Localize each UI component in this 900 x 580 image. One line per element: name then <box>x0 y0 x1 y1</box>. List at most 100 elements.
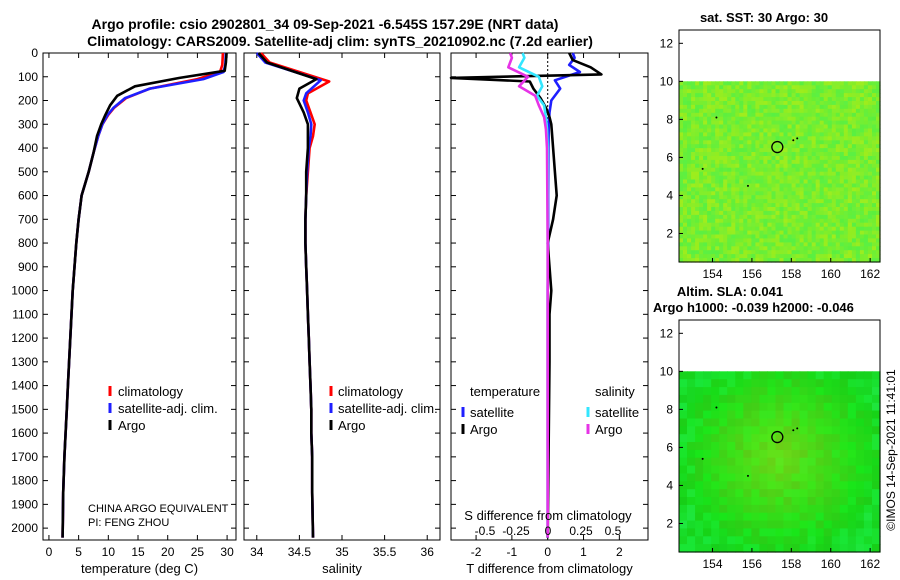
sst-map-cell <box>703 89 708 94</box>
sst-map-ytick-label: 2 <box>666 226 673 240</box>
sst-map-cell <box>747 148 752 153</box>
sst-map-cell <box>787 112 793 118</box>
sst-map-cell <box>843 152 849 157</box>
sst-map-cell <box>751 234 756 239</box>
sst-map-cell <box>851 81 857 86</box>
sst-map-cell <box>731 128 736 133</box>
sst-map-cell <box>763 195 768 200</box>
sst-map-cell <box>876 116 881 122</box>
diff-legend-sal-label: Argo <box>595 422 622 437</box>
sst-map-cell <box>735 234 740 239</box>
sla-map-cell <box>839 449 849 459</box>
sst-map-cell <box>703 136 708 141</box>
sst-map-cell <box>815 210 821 216</box>
sst-map-cell <box>819 104 825 110</box>
sst-map-cell <box>695 238 700 243</box>
sst-map-cell <box>876 191 881 196</box>
sst-map-cell <box>699 254 704 259</box>
sla-map-cell <box>791 457 801 467</box>
sst-map-cell <box>783 246 789 251</box>
temperature-plot: 0100200300400500600700800900100011001200… <box>11 46 237 576</box>
sst-map-cell <box>771 175 777 181</box>
sla-map-title-line1: Altim. SLA: 0.041 <box>677 284 783 299</box>
sla-map-xtick-label: 158 <box>781 557 801 571</box>
sst-map-cell <box>795 128 801 133</box>
sst-map-cell <box>739 101 744 106</box>
sst-map-cell <box>743 97 748 102</box>
sst-map-cell <box>811 179 817 184</box>
sst-map-cell <box>791 81 797 86</box>
sst-map-cell <box>855 207 861 212</box>
sla-map-cell <box>759 520 768 530</box>
sst-map-cell <box>795 108 801 114</box>
sla-map-cell <box>775 465 785 475</box>
sst-map-cell <box>683 203 688 208</box>
sst-map-cell <box>751 175 756 181</box>
sla-map-cell <box>695 481 704 490</box>
sst-map-cell <box>863 152 869 157</box>
sst-map-cell <box>711 132 716 137</box>
sst-map-cell <box>703 101 708 106</box>
sst-map-cell <box>679 214 684 220</box>
sla-map-cell <box>847 536 857 545</box>
sla-map-cell <box>791 418 801 427</box>
sst-map-cell <box>735 116 740 122</box>
sst-map-cell <box>723 167 728 173</box>
sst-map-cell <box>763 254 768 259</box>
sst-map-cell <box>847 152 853 157</box>
sla-map-cell <box>767 528 776 537</box>
temperature-profile-xtick-label: 10 <box>102 545 116 559</box>
sst-map-cell <box>731 210 736 216</box>
sst-map-cell <box>759 152 764 157</box>
sst-map-cell <box>847 179 853 184</box>
sst-map-cell <box>755 89 760 94</box>
sst-map-cell <box>695 156 700 161</box>
sst-map-cell <box>751 112 756 118</box>
sst-map-cell <box>839 203 845 208</box>
sst-map-cell <box>767 199 772 204</box>
sla-map-cell <box>872 504 881 514</box>
sst-map-cell <box>847 250 853 255</box>
sla-map-cell <box>719 449 728 459</box>
sst-map-cell <box>727 144 732 149</box>
sst-map-cell <box>807 116 813 122</box>
sst-map-cell <box>715 179 720 184</box>
sst-map-cell <box>876 89 881 94</box>
sst-map-cell <box>867 199 873 204</box>
sst-map-cell <box>775 195 781 200</box>
sst-map-cell <box>795 140 801 145</box>
sst-map-cell <box>731 156 736 161</box>
sst-map-cell <box>795 97 801 102</box>
sst-map-cell <box>823 97 829 102</box>
sst-map-cell <box>735 124 740 129</box>
sst-map-cell <box>735 250 740 255</box>
sst-map-cell <box>687 167 692 173</box>
sla-map-float-dot <box>796 427 799 430</box>
sst-map-cell <box>851 85 857 90</box>
sst-map-cell <box>683 179 688 184</box>
sla-map-cell <box>759 465 768 475</box>
sst-map-cell <box>723 81 728 86</box>
sst-map-cell <box>771 144 777 149</box>
sst-map-cell <box>687 238 692 243</box>
sst-map-cell <box>695 81 700 86</box>
sst-map-cell <box>735 85 740 90</box>
sst-map-cell <box>847 167 853 173</box>
sla-map-cell <box>855 536 865 545</box>
sst-map-cell <box>743 120 748 126</box>
sst-map-cell <box>731 203 736 208</box>
sst-map-cell <box>867 214 873 220</box>
sst-map-cell <box>775 175 781 181</box>
sst-map-cell <box>739 203 744 208</box>
sla-map-cell <box>783 536 793 545</box>
sst-map-cell <box>711 250 716 255</box>
sst-map-cell <box>839 171 845 177</box>
sst-map-cell <box>779 101 785 106</box>
sla-map-cell <box>855 426 865 435</box>
sst-map-cell <box>751 108 756 114</box>
sst-map-cell <box>695 195 700 200</box>
sst-map-ytick-label: 8 <box>666 112 673 126</box>
sst-map-cell <box>811 163 817 169</box>
sst-map-cell <box>743 207 748 212</box>
